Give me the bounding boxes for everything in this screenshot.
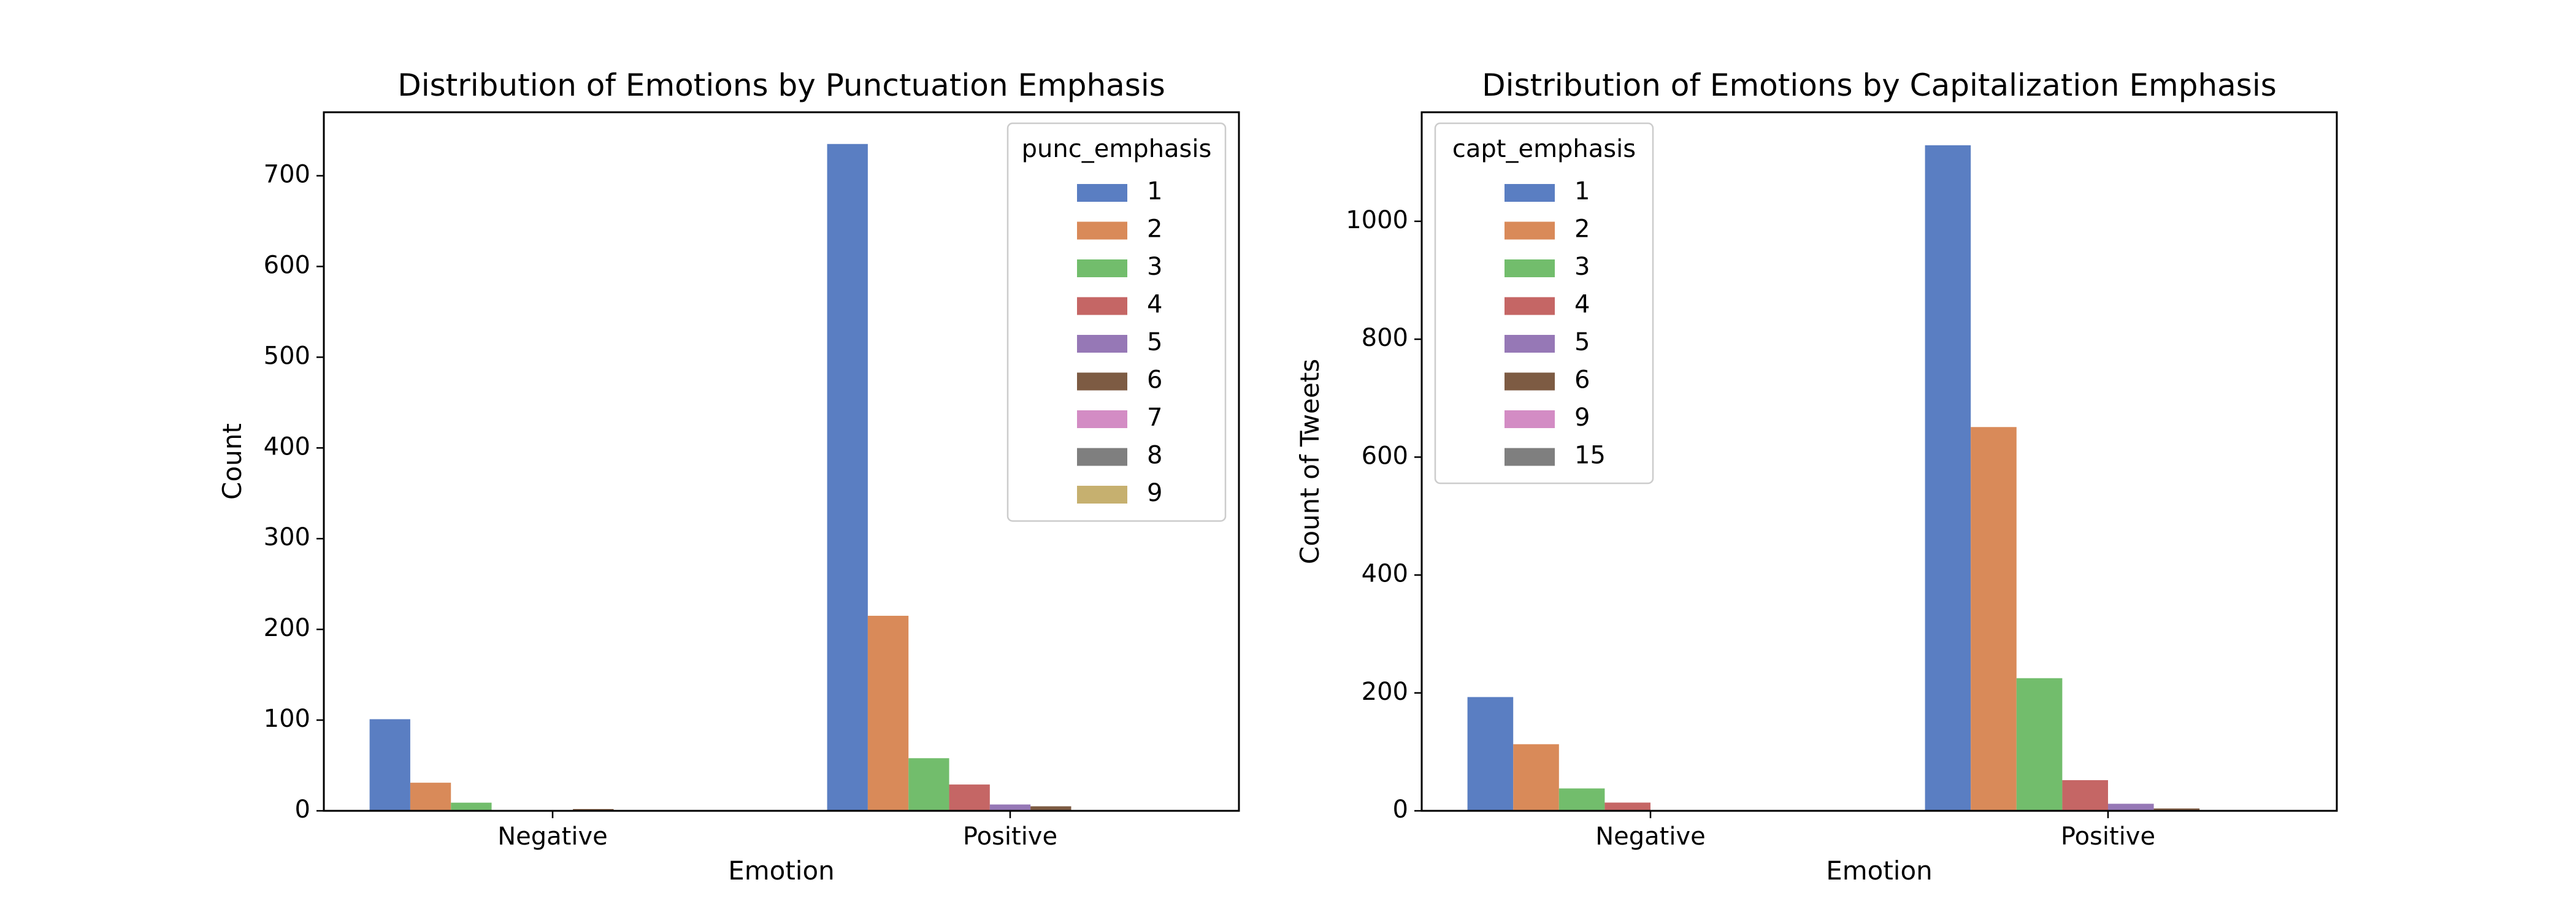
legend-box	[1006, 122, 1227, 522]
bar-positive-series-1	[827, 144, 868, 811]
legend: capt_emphasis 1 2 3 4 5 6 9 15	[1434, 122, 1654, 485]
y-tick-label: 1000	[1346, 206, 1408, 234]
legend-swatch-6	[1077, 372, 1127, 391]
legend-swatch-6	[1505, 372, 1555, 391]
y-tick-label: 0	[295, 795, 310, 824]
bar-positive-series-3	[908, 758, 949, 811]
legend-swatch-15	[1505, 448, 1555, 466]
y-tick-label: 400	[264, 432, 310, 461]
plot-frame	[1420, 111, 2338, 812]
bar-negative-series-3	[1558, 788, 1605, 811]
x-tick-label-negative: Negative	[1595, 822, 1706, 851]
x-tick-label-negative: Negative	[497, 822, 608, 851]
legend-label-3: 3	[1574, 253, 1590, 281]
y-tick-label: 200	[264, 614, 310, 642]
y-tick-label: 600	[264, 251, 310, 279]
legend-label-2: 2	[1574, 215, 1590, 243]
legend-label-3: 3	[1147, 253, 1162, 281]
y-tick-label: 500	[264, 342, 310, 370]
y-axis-label: Count	[217, 423, 247, 500]
bar-negative-series-2	[410, 783, 451, 811]
bar-positive-series-2	[867, 615, 909, 811]
legend-label-6: 6	[1147, 366, 1162, 394]
legend-label-15: 15	[1574, 442, 1606, 470]
x-axis-label: Emotion	[1826, 856, 1933, 886]
y-tick-label: 300	[264, 523, 310, 551]
bar-positive-series-3	[2016, 678, 2063, 811]
legend-label-5: 5	[1574, 328, 1590, 356]
legend-title: punc_emphasis	[1022, 135, 1212, 163]
legend-swatch-9	[1077, 486, 1127, 504]
bars	[369, 144, 1194, 811]
bar-negative-series-1	[369, 719, 410, 811]
bar-negative-series-2	[1513, 744, 1559, 811]
legend-swatch-7	[1077, 410, 1127, 428]
x-tick-label-positive: Positive	[963, 822, 1057, 851]
y-tick-label: 700	[264, 161, 310, 189]
bar-positive-series-5	[2108, 803, 2154, 811]
legend-swatch-9	[1505, 410, 1555, 428]
legend-swatch-2	[1505, 221, 1555, 240]
chart-panel-2: 0 200 400 600 800 1000 Negative Positive Emotion…	[1295, 67, 2338, 886]
bar-positive-series-2	[1971, 427, 2017, 811]
legend-swatch-3	[1077, 259, 1127, 277]
legend-swatch-5	[1505, 335, 1555, 353]
plot-frame	[323, 111, 1240, 812]
legend: punc_emphasis 1 2 3 4 5 6 7 8 9	[1006, 122, 1227, 522]
bar-positive-series-5	[989, 804, 1031, 811]
y-tick-label: 100	[264, 705, 310, 733]
legend-title: capt_emphasis	[1452, 135, 1636, 163]
bars	[1467, 145, 2245, 811]
legend-label-7: 7	[1147, 404, 1162, 432]
bar-negative-series-3	[451, 802, 492, 811]
legend-label-2: 2	[1147, 215, 1162, 243]
legend-label-9: 9	[1147, 479, 1162, 507]
chart-title: Distribution of Emotions by Capitalizati…	[1482, 67, 2277, 103]
legend-label-4: 4	[1147, 291, 1162, 319]
y-tick-label: 800	[1362, 324, 1408, 352]
y-axis-label: Count of Tweets	[1295, 359, 1325, 564]
legend-swatch-2	[1077, 221, 1127, 240]
bar-positive-series-6	[1030, 806, 1071, 811]
y-tick-label: 400	[1362, 560, 1408, 588]
x-axis-label: Emotion	[728, 856, 835, 886]
legend-swatch-1	[1505, 184, 1555, 202]
legend-swatch-1	[1077, 184, 1127, 202]
bar-positive-series-6	[2153, 808, 2200, 811]
legend-swatch-3	[1505, 259, 1555, 277]
chart-panel-1: 0 100 200 300 400 500 600 700 Negative Positive Em…	[217, 67, 1240, 886]
legend-swatch-4	[1077, 297, 1127, 315]
bar-positive-series-4	[2062, 780, 2108, 811]
legend-label-1: 1	[1147, 177, 1162, 205]
legend-label-9: 9	[1574, 404, 1590, 432]
bar-negative-series-4	[1604, 802, 1650, 811]
y-tick-label: 0	[1393, 795, 1408, 824]
x-tick-label-positive: Positive	[2061, 822, 2155, 851]
legend-swatch-4	[1505, 297, 1555, 315]
legend-swatch-8	[1077, 448, 1127, 466]
legend-label-4: 4	[1574, 291, 1590, 319]
bar-positive-series-4	[949, 784, 990, 811]
bar-negative-series-1	[1467, 697, 1514, 811]
legend-label-8: 8	[1147, 442, 1162, 470]
chart-title: Distribution of Emotions by Punctuation …	[397, 67, 1165, 103]
y-tick-label: 600	[1362, 442, 1408, 470]
bar-positive-series-1	[1925, 145, 1971, 811]
legend-label-1: 1	[1574, 177, 1590, 205]
legend-label-5: 5	[1147, 328, 1162, 356]
legend-swatch-5	[1077, 335, 1127, 353]
y-tick-label: 200	[1362, 678, 1408, 706]
legend-label-6: 6	[1574, 366, 1590, 394]
